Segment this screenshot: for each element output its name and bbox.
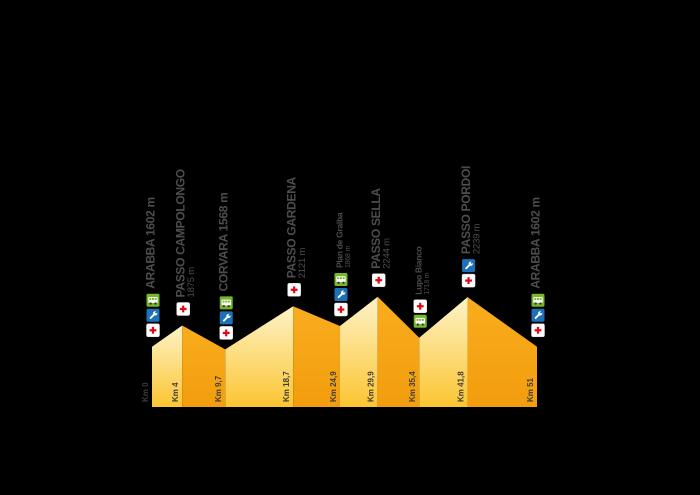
waypoint-elevation: 2244 m	[382, 238, 393, 269]
bus-icon	[413, 314, 427, 328]
medical-icon	[176, 302, 190, 316]
mechanic-icon	[462, 259, 476, 273]
profile-segment-ascent	[419, 297, 468, 407]
waypoint-label: ARABBA 1602 m	[529, 197, 543, 289]
waypoint-name: PASSO PORDOI	[459, 166, 473, 254]
km-label: Km 24,9	[329, 371, 338, 402]
waypoint-elevation: 2121 m	[297, 248, 308, 279]
waypoint-elevation: 2239 m	[472, 223, 483, 254]
waypoint-label: Plan de Gralba 1868 m	[334, 212, 352, 268]
medical-icon	[146, 323, 160, 338]
waypoint-elevation: 1875 m	[186, 267, 197, 298]
km-label: Km 51	[526, 377, 535, 402]
bus-icon	[219, 296, 233, 310]
waypoint-name: ARABBA 1602 m	[144, 197, 158, 289]
waypoint-label: Lupo Bianco 1718 m	[414, 246, 432, 294]
waypoint-elevation: 1868 m	[345, 246, 352, 269]
medical-icon	[413, 299, 427, 313]
mechanic-icon	[334, 288, 348, 302]
waypoint-name: Plan de Gralba	[334, 212, 344, 268]
profile-segment-descent	[293, 306, 340, 407]
medical-icon	[334, 302, 348, 317]
waypoint-elevation: 1718 m	[424, 272, 431, 295]
waypoint-name: PASSO GARDENA	[285, 176, 299, 278]
waypoint-name: ARABBA 1602 m	[529, 197, 543, 289]
medical-icon	[371, 273, 386, 287]
bus-icon	[334, 273, 348, 287]
medical-icon	[531, 323, 545, 338]
km-marker: Km 29,9	[367, 371, 376, 402]
km-label: Km 0	[141, 382, 150, 402]
km-label: Km 41,8	[457, 371, 466, 402]
km-label: Km 9,7	[214, 375, 223, 402]
km-label: Km 29,9	[367, 371, 376, 402]
km-marker: Km 18,7	[282, 371, 291, 402]
km-marker: Km 9,7	[214, 375, 223, 402]
mechanic-icon	[146, 308, 160, 322]
km-label: Km 35,4	[408, 371, 417, 402]
bus-icon	[531, 293, 545, 307]
waypoint-label: ARABBA 1602 m	[144, 197, 158, 289]
km-label: Km 18,7	[282, 371, 291, 402]
medical-icon	[461, 273, 476, 288]
waypoint-name: PASSO SELLA	[369, 188, 383, 269]
km-marker: Km 41,8	[457, 371, 466, 402]
bus-icon	[146, 293, 160, 307]
km-marker: Km 24,9	[329, 371, 338, 402]
profile-segment-ascent	[339, 296, 378, 407]
km-marker: Km 4	[171, 382, 180, 402]
mechanic-icon	[219, 311, 233, 325]
waypoint-name: Lupo Bianco	[414, 246, 424, 294]
waypoint-name: PASSO CAMPOLONGO	[174, 169, 188, 297]
mechanic-icon	[531, 308, 545, 322]
profile-segment-ascent	[152, 325, 183, 407]
medical-icon	[287, 283, 301, 297]
km-marker: Km 0	[141, 382, 150, 402]
km-label: Km 4	[171, 382, 180, 402]
waypoint-label: CORVARA 1568 m	[217, 192, 231, 291]
waypoint-name: CORVARA 1568 m	[217, 192, 231, 291]
medical-icon	[219, 326, 233, 340]
profile-segment-descent	[182, 325, 226, 407]
km-marker: Km 51	[526, 377, 535, 402]
km-marker: Km 35,4	[408, 371, 417, 402]
profile-segment-descent	[467, 297, 537, 407]
profile-segment-descent	[377, 296, 420, 407]
profile-segment-ascent	[225, 306, 294, 407]
